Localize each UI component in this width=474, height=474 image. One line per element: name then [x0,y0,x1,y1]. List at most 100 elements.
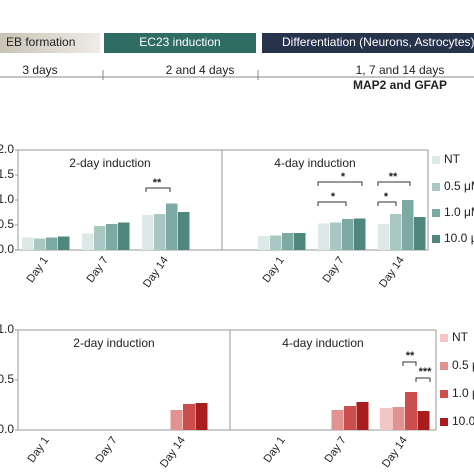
bar [258,236,270,250]
y-tick-label: 0.0 [0,242,14,256]
bar [58,236,70,250]
y-tick-label: 1.0 [0,192,14,206]
duration-label: 2 and 4 days [166,63,235,77]
bar [118,222,130,250]
panel-title: 2-day induction [73,336,154,350]
significance-label: *** [419,366,433,378]
significance-bracket [402,361,417,366]
bar [183,404,195,430]
significance-label: * [331,191,336,203]
bar [356,402,369,430]
bar [154,214,166,250]
duration-label: 1, 7 and 14 days [356,63,445,77]
legend-label: 1.0 μM [452,386,474,400]
y-tick-label: 1.5 [0,167,14,181]
bar [354,218,366,250]
bar [318,223,330,250]
x-tick-label: Day 7 [323,435,349,465]
significance-label: * [341,171,346,183]
legend-label: 0.5 μM [452,358,474,372]
bar [22,237,34,250]
x-tick-label: Day 7 [94,435,120,465]
bar [405,392,417,430]
bar [330,222,342,250]
panel-title: 4-day induction [282,336,363,350]
legend-swatch [440,418,448,426]
bar [414,217,426,250]
bar [106,224,118,250]
legend-label: NT [452,330,469,344]
bar [94,226,106,250]
significance-bracket [377,181,411,186]
bar [344,406,356,430]
panel-title: 2-day induction [69,156,150,170]
x-tick-label: Day 7 [85,255,111,285]
bar [46,237,58,250]
legend-swatch [432,209,440,217]
bar [282,233,294,250]
marker-label: MAP2 and GFAP [353,78,447,92]
x-tick-label: Day 7 [321,255,347,285]
bar [166,203,178,250]
bar [82,233,94,250]
stage-label: Differentiation (Neurons, Astrocytes) [282,35,474,49]
x-tick-label: Day 14 [158,435,188,470]
significance-label: * [384,191,389,203]
bar [390,214,402,250]
duration-label: 3 days [22,63,57,77]
bar [195,403,208,430]
bar [294,233,306,250]
stage-label: EC23 induction [139,35,220,49]
x-tick-label: Day 14 [377,255,407,290]
significance-bracket [317,181,363,186]
x-tick-label: Day 1 [26,435,52,465]
bar [170,410,183,430]
legend-swatch [432,156,440,164]
legend-label: 0.5 μM [444,179,474,193]
bar [34,238,46,250]
legend-label: 10.0 μM [444,231,474,245]
bar [378,224,390,250]
bar [142,215,154,250]
stage-box [0,33,100,53]
bar [178,212,190,250]
legend-swatch [440,390,448,398]
bar [342,219,354,250]
x-tick-label: Day 1 [261,255,287,285]
legend-swatch [432,183,440,191]
bar [392,407,405,430]
x-tick-label: Day 14 [380,435,410,470]
bar [380,408,392,430]
bar [402,200,414,250]
y-tick-label: 0.5 [0,372,14,386]
legend-swatch [440,334,448,342]
x-tick-label: Day 14 [141,255,171,290]
panel-title: 4-day induction [274,156,355,170]
legend-label: 10.0 μM [452,414,474,428]
y-tick-label: 1.0 [0,322,14,336]
stage-box [104,33,256,53]
bar [270,235,282,250]
x-tick-label: Day 1 [262,435,288,465]
y-tick-label: 0.0 [0,422,14,436]
stage-label: EB formation [6,35,75,49]
y-tick-label: 2.0 [0,142,14,156]
bar [417,411,430,430]
significance-label: ** [406,350,415,362]
legend-label: 1.0 μM [444,205,474,219]
y-tick-label: 0.5 [0,217,14,231]
significance-bracket [317,201,347,206]
stage-box [262,33,474,53]
significance-bracket [415,377,431,382]
significance-bracket [377,201,397,206]
legend-swatch [440,362,448,370]
bar [331,410,344,430]
x-tick-label: Day 1 [25,255,51,285]
legend-label: NT [444,152,461,166]
significance-label: ** [153,177,162,189]
significance-bracket [145,187,171,192]
significance-label: ** [389,171,398,183]
legend-swatch [432,235,440,243]
